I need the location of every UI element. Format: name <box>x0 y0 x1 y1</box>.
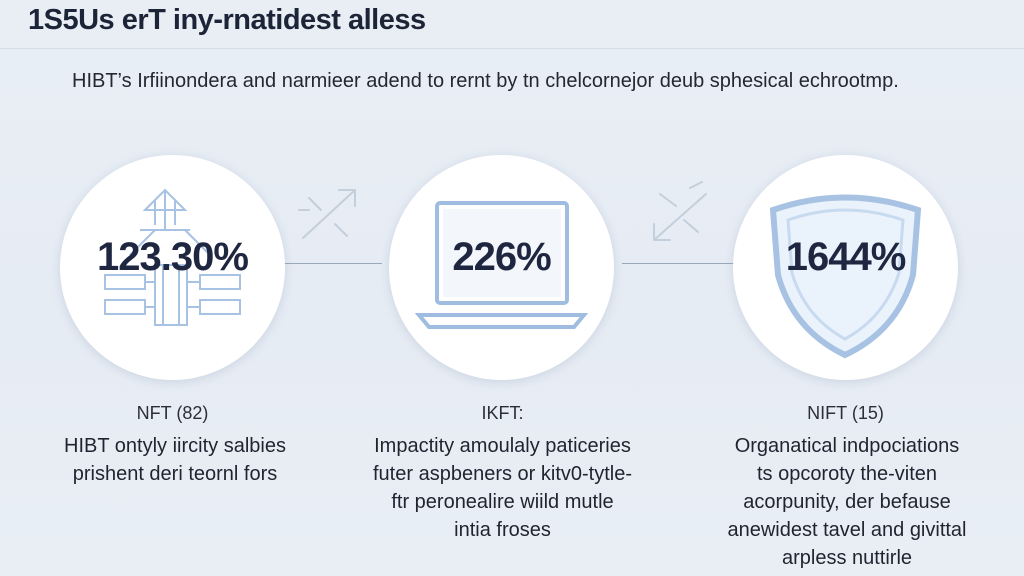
stat-description-3-line: acorpunity, der befause <box>743 491 951 513</box>
stat-description-1-line: prishent deri teornl fors <box>72 463 278 485</box>
stat-description-2-line: futer aspbeners or kitv0-tytle- <box>373 463 632 485</box>
stat-circle-2: 226% <box>389 155 614 380</box>
stat-circle-3: 1644% <box>733 155 958 380</box>
bridge-network-icon <box>104 188 241 326</box>
stat-tag-1: NFT (82) <box>136 403 209 423</box>
connector-line-2 <box>622 263 734 264</box>
page-subtitle: HIBT’s Irfiinondera and narmieer adend t… <box>72 70 899 92</box>
stat-description-1-line: HIBT ontyly iircity salbies <box>64 435 286 457</box>
stat-description-2-line: ftr peronealire wiild mutle <box>391 491 614 513</box>
arrow-right-icon <box>298 189 356 239</box>
stat-value-1: 123.30% <box>97 235 249 279</box>
page-title: 1S5Us erT iny-rnatidest alless <box>28 4 426 36</box>
stat-description-3-line: Organatical indpociations <box>734 435 960 457</box>
shield-icon <box>769 194 922 359</box>
stat-value-3: 1644% <box>785 235 907 279</box>
stat-description-3: Organatical indpociations ts opcoroty th… <box>692 432 1002 572</box>
stat-circle-1: 123.30% <box>60 155 285 380</box>
stat-description-2-line: intia froses <box>454 519 551 541</box>
stat-description-2-line: Impactity amoulaly paticeries <box>374 435 631 457</box>
arrow-left-icon <box>653 181 707 241</box>
stat-description-1: HIBT ontyly iircity salbies prishent der… <box>30 432 320 488</box>
stat-description-3-line: anewidest tavel and givittal <box>727 519 967 541</box>
stat-value-2: 226% <box>452 235 551 279</box>
stat-description-2: Impactity amoulaly paticeries futer aspb… <box>345 432 660 544</box>
stat-description-3-line: ts opcoroty the-viten <box>756 463 938 485</box>
connector-line-1 <box>284 263 382 264</box>
title-divider <box>0 48 1024 49</box>
stat-tag-3: NIFT (15) <box>807 403 884 423</box>
stat-description-3-line: arpless nuttirle <box>781 547 913 569</box>
stat-tag-2: IKFT: <box>481 403 524 423</box>
laptop-icon <box>414 201 589 329</box>
